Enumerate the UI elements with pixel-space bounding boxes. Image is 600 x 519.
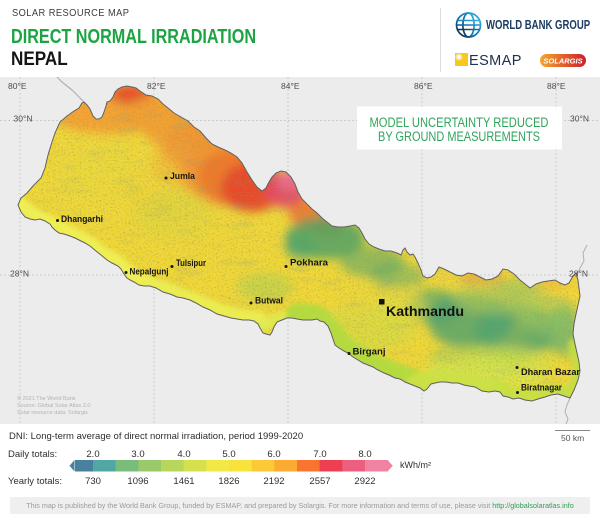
svg-text:80°E: 80°E — [8, 81, 27, 91]
svg-text:Butwal: Butwal — [255, 296, 283, 306]
svg-text:84°E: 84°E — [281, 81, 300, 91]
svg-text:82°E: 82°E — [147, 81, 166, 91]
svg-text:SOLARGIS: SOLARGIS — [543, 57, 582, 66]
svg-text:Biratnagar: Biratnagar — [521, 383, 562, 393]
svg-text:Solar resource data: Solargis: Solar resource data: Solargis — [17, 410, 88, 416]
svg-text:30°N: 30°N — [570, 114, 589, 124]
svg-text:BY GROUND MEASUREMENTS: BY GROUND MEASUREMENTS — [378, 129, 540, 144]
svg-text:30°N: 30°N — [14, 114, 33, 124]
svg-text:Jumla: Jumla — [170, 171, 196, 181]
svg-text:Nepalgunj: Nepalgunj — [130, 267, 169, 277]
svg-text:28°N: 28°N — [10, 269, 29, 279]
svg-text:Dhangarhi: Dhangarhi — [61, 214, 103, 224]
svg-text:Source: Global Solar Atlas 2.0: Source: Global Solar Atlas 2.0 — [17, 403, 90, 409]
svg-text:Pokhara: Pokhara — [290, 258, 329, 268]
svg-text:MODEL UNCERTAINTY REDUCED: MODEL UNCERTAINTY REDUCED — [370, 115, 549, 130]
svg-text:Tulsipur: Tulsipur — [176, 258, 206, 268]
svg-text:Kathmandu: Kathmandu — [386, 303, 464, 319]
svg-text:© 2021 The World Bank: © 2021 The World Bank — [17, 395, 76, 402]
svg-text:28°N: 28°N — [569, 269, 588, 279]
svg-text:88°E: 88°E — [547, 81, 566, 91]
svg-text:86°E: 86°E — [414, 81, 433, 91]
svg-text:Birganj: Birganj — [353, 347, 386, 357]
svg-text:Dharan Bazar: Dharan Bazar — [521, 367, 580, 377]
